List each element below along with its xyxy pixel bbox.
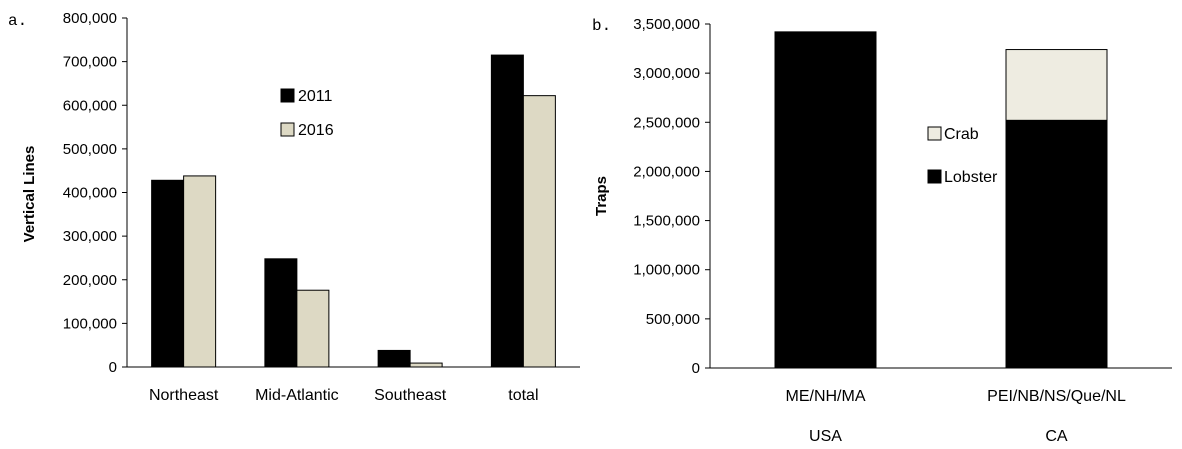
y-ticks-a: 0 100,000 200,000 300,000 400,000 500,000 600,… xyxy=(63,10,127,376)
bar-me-nh-ma-lobster xyxy=(774,31,877,369)
legend-a: 2011 2016 xyxy=(280,88,334,139)
y-tick-label-a: 700,000 xyxy=(63,54,117,71)
bar-southeast-2011 xyxy=(377,349,411,368)
y-tick-label-b: 0 xyxy=(692,360,700,377)
panel-label-a: a. xyxy=(8,12,27,30)
x-tick-label-b: PEI/NB/NS/Que/NL xyxy=(987,388,1126,405)
bar-northeast-2011 xyxy=(151,179,185,368)
bar-mid-atlantic-2016 xyxy=(296,289,330,368)
y-tick-label-a: 100,000 xyxy=(63,315,117,332)
bar-total-2016 xyxy=(522,95,556,368)
bar-mid-atlantic-2011 xyxy=(264,258,298,368)
bar-southeast-2016 xyxy=(409,362,443,368)
legend-label-2016: 2016 xyxy=(298,122,334,139)
y-tick-label-b: 3,500,000 xyxy=(633,16,700,33)
x-tick-label-a: Southeast xyxy=(374,387,447,404)
x-group-label-b: USA xyxy=(809,428,842,445)
legend-swatch-lobster xyxy=(927,169,942,184)
y-tick-label-b: 1,500,000 xyxy=(633,213,700,230)
y-tick-label-a: 200,000 xyxy=(63,272,117,289)
legend-swatch-crab xyxy=(927,126,942,141)
x-tick-label-b: ME/NH/MA xyxy=(786,388,866,405)
legend-label-lobster: Lobster xyxy=(944,169,998,186)
bars-b xyxy=(774,31,1108,369)
y-tick-label-a: 600,000 xyxy=(63,97,117,114)
y-axis-title-b: Traps xyxy=(593,176,610,216)
y-tick-label-b: 2,500,000 xyxy=(633,114,700,131)
y-axis-title-a: Vertical Lines xyxy=(21,146,38,243)
y-tick-label-b: 2,000,000 xyxy=(633,163,700,180)
y-tick-label-a: 300,000 xyxy=(63,228,117,245)
y-tick-label-a: 0 xyxy=(109,359,117,376)
y-ticks-b: 0 500,000 1,000,000 1,500,000 2,000,000 2,500… xyxy=(633,16,710,377)
y-tick-label-b: 500,000 xyxy=(646,311,700,328)
x-group-label-b: CA xyxy=(1045,428,1068,445)
x-tick-label-a: Northeast xyxy=(149,387,219,404)
x-tick-label-a: total xyxy=(508,387,538,404)
x-tick-label-a: Mid-Atlantic xyxy=(255,387,339,404)
legend-swatch-2016 xyxy=(280,122,295,137)
x-categories-a: Northeast Mid-Atlantic Southeast total xyxy=(149,387,539,404)
y-tick-label-a: 400,000 xyxy=(63,185,117,202)
x-categories-b: ME/NH/MA USA PEI/NB/NS/Que/NL CA xyxy=(786,388,1126,445)
bar-pei-nb-ns-que-nl-lobster xyxy=(1005,119,1108,369)
bar-total-2011 xyxy=(490,54,524,368)
legend-swatch-2011 xyxy=(280,88,295,103)
bars-a xyxy=(151,54,556,368)
legend-label-2011: 2011 xyxy=(298,88,333,105)
chart-b: b. Traps 0 500,000 1,000,000 1,500,000 2,000… xyxy=(592,16,1172,445)
y-tick-label-b: 1,000,000 xyxy=(633,262,700,279)
y-tick-label-a: 500,000 xyxy=(63,141,117,158)
y-tick-label-b: 3,000,000 xyxy=(633,65,700,82)
chart-a: a. Vertical Lines 0 100,000 200,000 300,000… xyxy=(8,10,580,404)
legend-b: Crab Lobster xyxy=(927,126,998,186)
legend-label-crab: Crab xyxy=(944,126,979,143)
y-tick-label-a: 800,000 xyxy=(63,10,117,27)
panel-label-b: b. xyxy=(592,17,611,35)
bar-northeast-2016 xyxy=(183,175,217,368)
bar-pei-nb-ns-que-nl-crab xyxy=(1005,49,1108,121)
